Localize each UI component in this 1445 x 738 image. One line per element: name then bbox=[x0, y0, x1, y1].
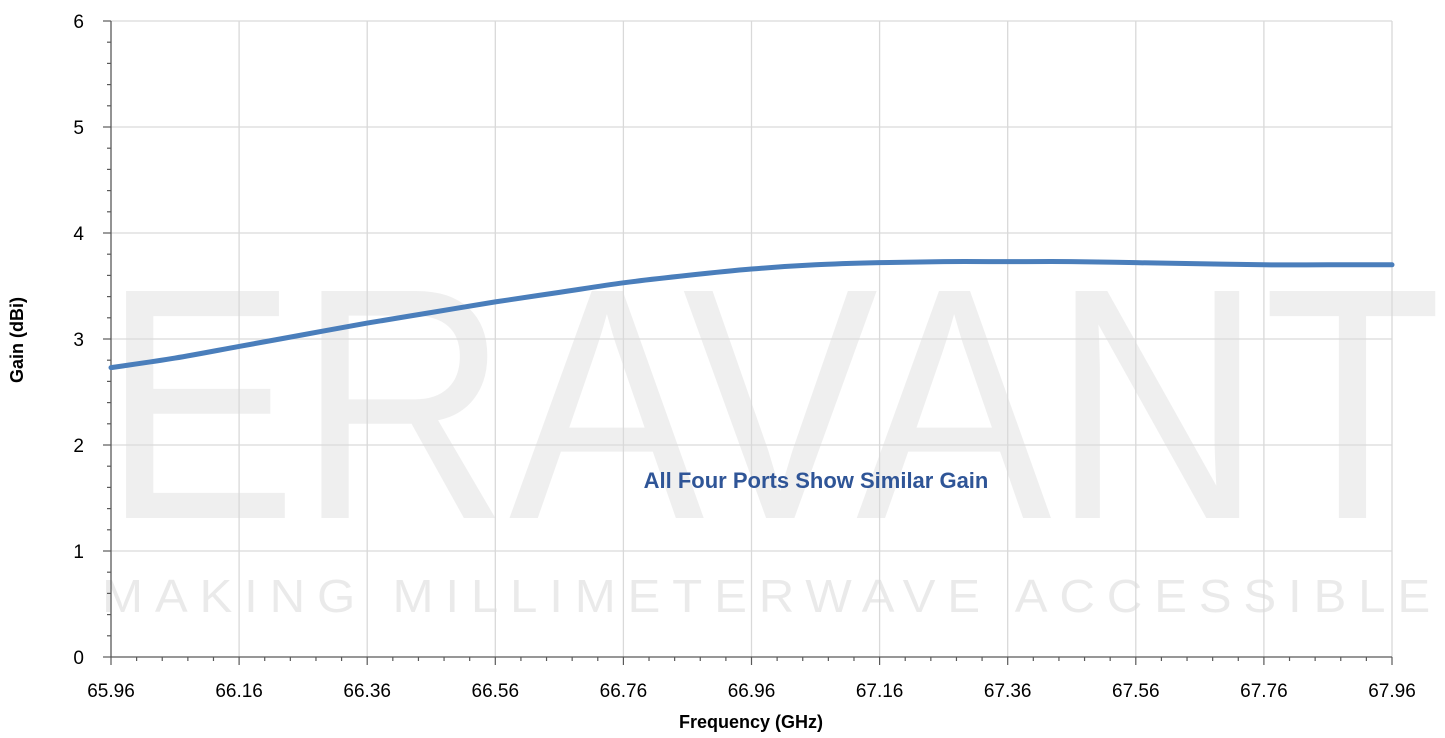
x-tick-label: 66.36 bbox=[343, 681, 391, 702]
x-tick-label: 67.36 bbox=[984, 681, 1032, 702]
x-tick-label: 67.56 bbox=[1112, 681, 1160, 702]
x-tick-label: 65.96 bbox=[87, 681, 135, 702]
gain-series-line bbox=[108, 259, 1395, 371]
y-tick-label: 1 bbox=[73, 542, 84, 563]
y-tick-label: 3 bbox=[73, 330, 84, 351]
x-tick-label: 66.16 bbox=[215, 681, 263, 702]
annotation-text: All Four Ports Show Similar Gain bbox=[644, 468, 989, 493]
watermark-tagline: MAKING MILLIMETERWAVE ACCESSIBLE bbox=[102, 570, 1442, 622]
series bbox=[108, 259, 1395, 371]
grid bbox=[111, 20, 1393, 657]
y-tick-label: 5 bbox=[73, 118, 84, 139]
y-tick-label: 4 bbox=[73, 224, 84, 245]
x-tick-label: 67.76 bbox=[1240, 681, 1288, 702]
x-tick-label: 66.96 bbox=[728, 681, 776, 702]
x-tick-label: 66.56 bbox=[472, 681, 520, 702]
ticks bbox=[103, 20, 1393, 665]
watermark-logo: ERAVANT bbox=[102, 219, 1442, 588]
x-tick-labels: 65.96 66.16 66.36 66.56 66.76 66.96 67.16 67.36… bbox=[87, 681, 1416, 702]
x-tick-label: 67.16 bbox=[856, 681, 904, 702]
y-axis-title: Gain (dBi) bbox=[7, 297, 27, 383]
y-tick-labels: 0 1 2 3 4 5 6 bbox=[73, 12, 84, 669]
x-tick-label: 66.76 bbox=[600, 681, 648, 702]
y-tick-label: 6 bbox=[73, 12, 84, 33]
y-tick-label: 2 bbox=[73, 436, 84, 457]
x-axis-title: Frequency (GHz) bbox=[679, 712, 823, 732]
watermark: ERAVANT MAKING MILLIMETERWAVE ACCESSIBLE bbox=[102, 219, 1442, 622]
x-tick-label: 67.96 bbox=[1368, 681, 1416, 702]
y-tick-label: 0 bbox=[73, 648, 84, 669]
